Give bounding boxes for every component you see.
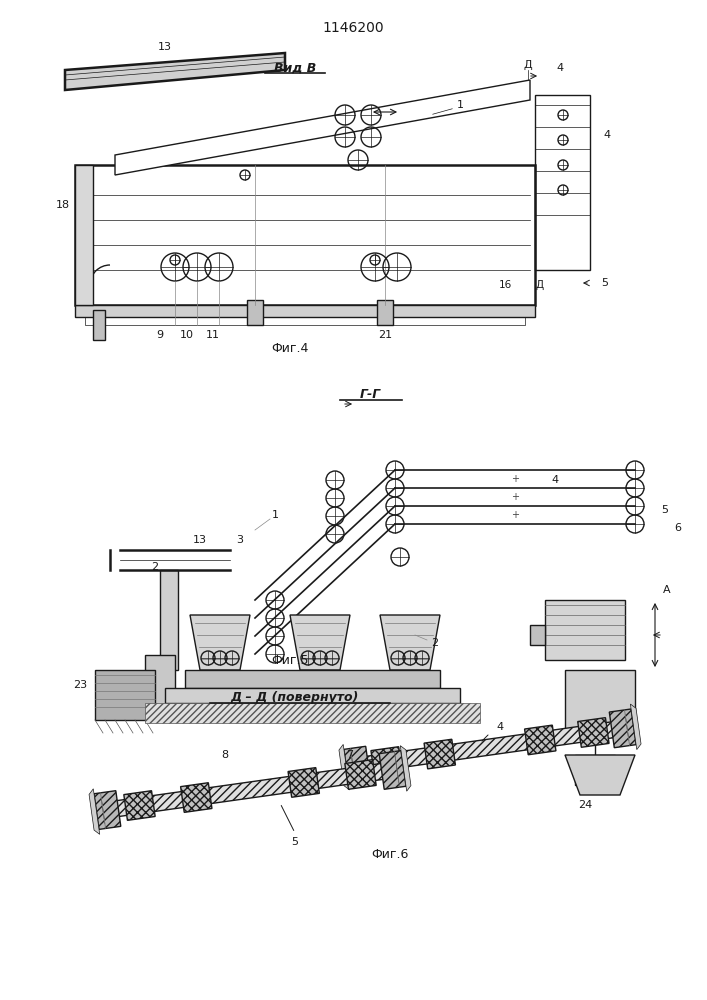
Polygon shape <box>290 615 350 670</box>
Text: 6: 6 <box>674 523 682 533</box>
Text: A: A <box>663 585 671 595</box>
Polygon shape <box>124 791 155 820</box>
Text: 2: 2 <box>151 562 158 572</box>
Text: 21: 21 <box>378 330 392 340</box>
Text: 9: 9 <box>156 330 163 340</box>
Bar <box>160 570 178 670</box>
Bar <box>247 300 263 325</box>
Text: Фиг.4: Фиг.4 <box>271 342 309 355</box>
Bar <box>145 655 175 715</box>
Text: 4: 4 <box>604 130 611 140</box>
Text: 7: 7 <box>346 750 354 760</box>
Polygon shape <box>578 718 609 747</box>
Polygon shape <box>95 761 404 819</box>
Polygon shape <box>65 53 285 90</box>
Polygon shape <box>525 725 556 755</box>
Polygon shape <box>288 768 320 797</box>
Text: 4: 4 <box>556 63 563 73</box>
Bar <box>75 165 535 305</box>
Polygon shape <box>94 791 121 829</box>
Text: +: + <box>511 492 519 502</box>
Text: 4: 4 <box>551 475 559 485</box>
Polygon shape <box>339 744 350 790</box>
Polygon shape <box>380 615 440 670</box>
Polygon shape <box>379 751 406 789</box>
Bar <box>565 670 635 730</box>
Text: Фиг.5: Фиг.5 <box>271 654 309 666</box>
Bar <box>575 755 615 785</box>
Text: 11: 11 <box>206 330 220 340</box>
Polygon shape <box>89 789 100 834</box>
Text: +: + <box>511 510 519 520</box>
Bar <box>530 625 545 645</box>
Polygon shape <box>400 746 411 791</box>
Text: Д – Д (повернуто): Д – Д (повернуто) <box>230 690 359 704</box>
Bar <box>165 688 460 703</box>
Text: Г-Г: Г-Г <box>359 388 380 401</box>
Polygon shape <box>424 739 455 769</box>
Bar <box>95 670 155 720</box>
Bar <box>535 95 590 270</box>
Text: 1: 1 <box>271 510 279 520</box>
Polygon shape <box>180 783 212 812</box>
Polygon shape <box>115 80 530 175</box>
Bar <box>377 300 393 325</box>
Bar <box>85 317 525 325</box>
Bar <box>75 305 535 317</box>
Text: 16: 16 <box>498 280 512 290</box>
Bar <box>145 703 480 723</box>
Text: 18: 18 <box>56 200 70 210</box>
Text: 5: 5 <box>291 837 298 847</box>
Text: 1146200: 1146200 <box>322 21 384 35</box>
Text: Вид В: Вид В <box>274 62 316 75</box>
Polygon shape <box>631 704 641 750</box>
Bar <box>185 670 440 688</box>
Text: 10: 10 <box>180 330 194 340</box>
Text: 24: 24 <box>578 800 592 810</box>
Text: Д: Д <box>536 280 544 290</box>
Text: +: + <box>511 474 519 484</box>
Polygon shape <box>609 709 636 748</box>
Bar <box>545 600 625 660</box>
Polygon shape <box>190 615 250 670</box>
Text: Фиг.6: Фиг.6 <box>371 848 409 861</box>
Text: 1: 1 <box>457 100 464 110</box>
Polygon shape <box>345 760 376 789</box>
Text: 5: 5 <box>662 505 669 515</box>
Text: 3: 3 <box>237 535 243 545</box>
Text: 8: 8 <box>221 750 228 760</box>
Text: 13: 13 <box>158 42 172 52</box>
Text: 4: 4 <box>496 722 503 732</box>
Text: 23: 23 <box>73 680 87 690</box>
Polygon shape <box>565 755 635 795</box>
Bar <box>75 165 93 305</box>
Polygon shape <box>344 746 370 785</box>
Polygon shape <box>345 719 635 775</box>
Bar <box>93 310 105 340</box>
Text: 2: 2 <box>431 638 438 648</box>
Text: 5: 5 <box>602 278 609 288</box>
Polygon shape <box>371 747 402 776</box>
Text: Д: Д <box>524 60 532 70</box>
Text: 13: 13 <box>193 535 207 545</box>
